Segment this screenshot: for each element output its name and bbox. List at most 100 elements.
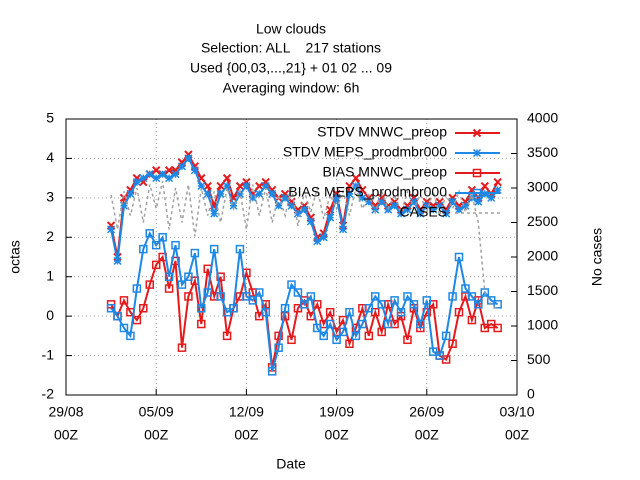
marker [383, 319, 393, 329]
marker [422, 296, 432, 305]
series [110, 180, 499, 310]
marker [235, 189, 244, 198]
marker [274, 201, 283, 210]
marker [429, 205, 438, 214]
marker [184, 292, 193, 301]
marker [287, 280, 296, 289]
marker [203, 189, 212, 198]
y2-tick-label: 3500 [527, 144, 558, 160]
x-axis-label: Date [276, 456, 306, 472]
marker [113, 311, 122, 321]
chart-title: Used {00,03,...,21} + 01 02 ... 09 [190, 60, 392, 76]
marker [235, 244, 245, 254]
series-line [110, 180, 499, 310]
marker [203, 288, 212, 297]
marker [454, 205, 464, 214]
marker [448, 339, 457, 348]
x-tick-label: 12/09 [229, 404, 264, 420]
marker [300, 205, 309, 214]
marker [139, 244, 148, 254]
marker [326, 213, 335, 222]
marker [467, 292, 477, 301]
y-tick-label: -1 [42, 346, 55, 362]
y2-tick-label: 4000 [527, 110, 558, 126]
x-tick-label: 00Z [505, 427, 530, 443]
marker [177, 343, 187, 352]
marker [274, 331, 283, 341]
legend-marker [472, 168, 482, 178]
marker [325, 307, 335, 317]
marker [461, 201, 470, 210]
marker [229, 304, 238, 313]
marker [403, 292, 412, 301]
marker [480, 288, 490, 297]
x-tick-label: 00Z [144, 427, 169, 443]
marker [119, 323, 129, 333]
y-tick-label: -2 [42, 386, 55, 402]
marker [409, 300, 419, 309]
marker [158, 233, 167, 242]
marker [151, 240, 161, 250]
marker [306, 217, 315, 226]
marker [287, 201, 296, 210]
marker [151, 260, 161, 270]
series [107, 154, 502, 265]
marker [487, 193, 496, 202]
marker [261, 181, 270, 191]
marker [306, 292, 316, 301]
marker [223, 181, 232, 191]
marker [248, 193, 257, 202]
marker [235, 181, 245, 191]
marker [390, 296, 399, 305]
marker [396, 209, 406, 218]
marker [197, 181, 206, 191]
marker [190, 248, 200, 258]
marker [216, 181, 225, 191]
marker [139, 304, 148, 313]
marker [145, 229, 155, 238]
marker [358, 319, 367, 329]
marker [390, 201, 399, 210]
x-tick-label: 05/09 [139, 404, 174, 420]
marker [113, 256, 122, 265]
marker [255, 189, 264, 198]
marker [313, 300, 322, 309]
y-tick-label: 0 [46, 307, 54, 323]
legend-label: BIAS MNWC_preop [323, 164, 448, 180]
legend-marker [472, 188, 482, 198]
marker [441, 331, 451, 341]
marker [197, 319, 206, 329]
marker [403, 335, 412, 345]
marker [300, 300, 309, 309]
legend-marker [472, 148, 482, 158]
marker [345, 339, 354, 348]
marker [493, 185, 502, 195]
chart-title: Low clouds [256, 21, 326, 37]
marker [396, 307, 406, 317]
marker [248, 296, 258, 305]
y2-tick-label: 0 [527, 386, 535, 402]
marker [416, 209, 425, 218]
marker [255, 288, 264, 297]
marker [332, 193, 341, 202]
marker [107, 225, 116, 234]
marker [229, 201, 238, 210]
marker [435, 351, 444, 360]
marker [274, 343, 283, 352]
marker [164, 166, 174, 175]
plot-frame [65, 118, 518, 396]
marker [422, 201, 431, 210]
marker [132, 284, 142, 293]
marker [152, 174, 161, 183]
y2-tick-label: 2000 [527, 248, 558, 264]
marker [493, 177, 502, 187]
marker [493, 300, 502, 309]
marker [293, 209, 302, 218]
chart-title: Averaging window: 6h [223, 80, 360, 96]
marker [216, 189, 225, 198]
marker [158, 170, 167, 179]
marker [171, 170, 180, 179]
marker [319, 233, 328, 242]
y2-tick-label: 3000 [527, 179, 558, 195]
